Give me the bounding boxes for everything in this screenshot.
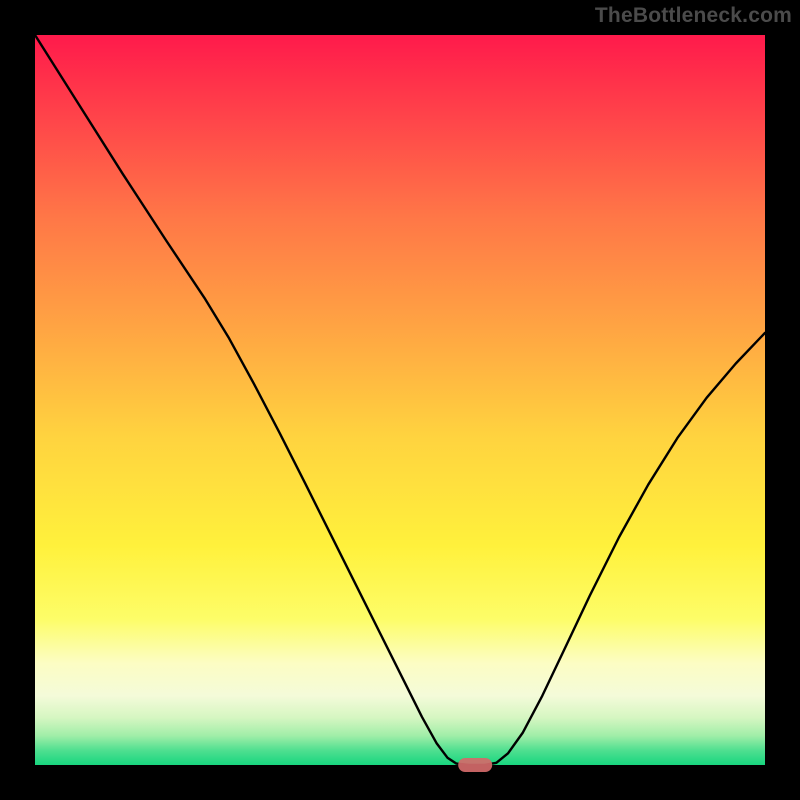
optimal-marker [458,758,492,772]
bottleneck-chart: TheBottleneck.com [0,0,800,800]
chart-svg [0,0,800,800]
watermark-text: TheBottleneck.com [595,4,792,28]
chart-gradient-background [35,35,765,765]
